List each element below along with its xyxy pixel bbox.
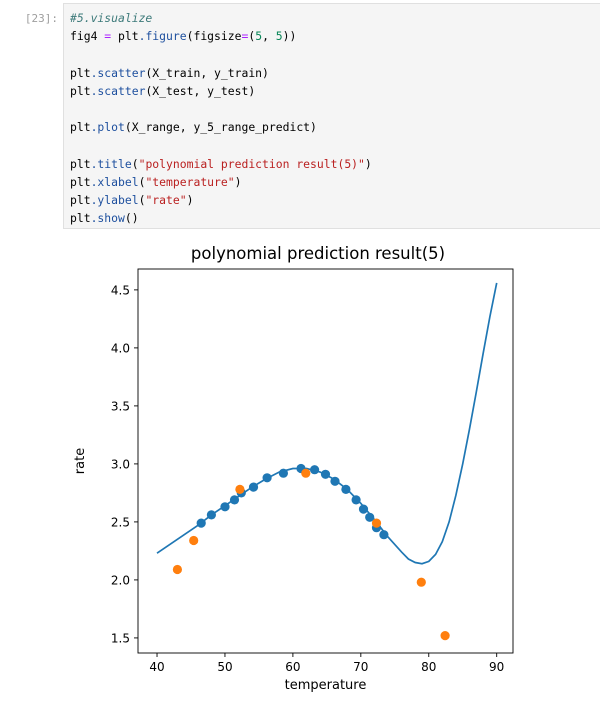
y-tick-label: 4.5 (111, 283, 130, 297)
code-token: ) (234, 174, 242, 189)
train-data-point (229, 495, 240, 505)
code-line: plt.plot(X_range, y_5_range_predict) (70, 118, 600, 136)
code-token: , (262, 29, 276, 44)
code-token: plt (70, 120, 91, 135)
code-token: (X_train, y_train) (145, 65, 269, 80)
code-token: ) (186, 192, 194, 207)
test-data-point (416, 577, 426, 587)
x-tick-label: 70 (353, 660, 368, 674)
train-data-point (262, 473, 272, 483)
train-data-point (341, 484, 351, 494)
cell-execution-prompt: [23]: (24, 12, 58, 25)
code-token: ) (364, 156, 372, 171)
code-cell-editor[interactable]: #5.visualize fig4 = plt.figure(figsize=(5… (63, 3, 600, 229)
code-line: fig4 = plt.figure(figsize=(5, 5)) (70, 27, 600, 45)
code-token: .ylabel (90, 192, 139, 207)
code-line: plt.title("polynomial prediction result(… (70, 155, 600, 173)
code-token: ( (248, 29, 256, 44)
code-line: plt.show() (70, 209, 600, 227)
code-token: () (124, 211, 139, 226)
code-token: .xlabel (90, 174, 139, 189)
test-data-point (301, 468, 311, 478)
test-data-point (371, 518, 382, 528)
code-line: plt.ylabel("rate") (70, 191, 600, 209)
train-data-point (351, 495, 361, 505)
code-token: fig4 (70, 29, 105, 44)
train-data-point (330, 476, 340, 486)
code-token: plt (70, 83, 91, 98)
test-data-point (189, 535, 199, 546)
code-line: plt.xlabel("temperature") (70, 173, 600, 191)
y-tick-label: 2.5 (111, 515, 130, 529)
y-tick-label: 3.5 (111, 399, 130, 413)
code-token: "rate" (145, 192, 187, 207)
test-data-point (440, 631, 450, 641)
code-token: = (241, 29, 249, 44)
code-token: #5.visualize (70, 11, 153, 25)
code-token: plt (70, 156, 91, 171)
x-tick-label: 50 (217, 660, 232, 674)
code-token: .scatter (90, 65, 146, 80)
x-axis: 40 50 60 70 80 90 (149, 653, 504, 674)
code-token: ( (138, 192, 146, 207)
train-data-point (320, 469, 331, 479)
code-token: (X_range, y_5_range_predict) (124, 120, 317, 135)
train-data-point (365, 512, 375, 522)
code-token: .plot (90, 120, 125, 135)
code-token: plt (70, 65, 91, 80)
train-data-point (278, 468, 288, 478)
train-data-point (196, 518, 206, 528)
train-data-point (379, 530, 389, 540)
scatter-chart: polynomial prediction result(5) 40 50 60 70… (73, 244, 514, 693)
code-token: (figsize (186, 29, 242, 44)
code-line: plt.scatter(X_train, y_train) (70, 64, 600, 82)
code-line: plt.scatter(X_test, y_test) (70, 82, 600, 100)
y-tick-label: 3.0 (111, 457, 130, 471)
train-data-point (220, 502, 230, 512)
x-tick-label: 90 (489, 660, 504, 674)
train-data-point (310, 465, 320, 475)
code-token: ( (138, 174, 146, 189)
x-tick-label: 40 (149, 660, 164, 674)
code-token: plt (70, 174, 91, 189)
y-axis-label: rate (73, 448, 88, 474)
train-data-point (248, 482, 259, 492)
code-line: #5.visualize (70, 9, 600, 27)
code-token: 5 (255, 29, 263, 44)
code-token: 5 (275, 29, 283, 44)
code-token: (X_test, y_test) (145, 83, 256, 98)
x-tick-label: 80 (421, 660, 436, 674)
x-tick-label: 60 (285, 660, 300, 674)
code-token: )) (282, 29, 297, 44)
code-token: .figure (138, 29, 187, 44)
code-token: plt (70, 192, 91, 207)
code-token: plt (111, 29, 139, 44)
code-line (70, 100, 600, 118)
plot-area-frame (137, 268, 514, 654)
train-data-point (206, 510, 216, 520)
y-tick-label: 4.0 (111, 341, 130, 355)
y-tick-label: 1.5 (111, 631, 130, 645)
train-data-point (358, 504, 369, 514)
code-line (70, 45, 600, 63)
code-line (70, 136, 600, 154)
code-token: plt (70, 211, 91, 226)
y-axis: 1.5 2.0 2.5 3.0 3.5 4.0 4.5 (111, 283, 138, 645)
code-token: ( (131, 156, 139, 171)
code-token: "temperature" (145, 174, 235, 189)
plot-output: polynomial prediction result(5) 40 50 60 70… (63, 236, 533, 706)
code-token: = (104, 29, 112, 44)
y-tick-label: 2.0 (111, 573, 130, 587)
prediction-curve-line (156, 282, 498, 565)
x-axis-label: temperature (285, 678, 367, 693)
code-token: .scatter (90, 83, 146, 98)
code-token: .show (90, 211, 125, 226)
test-data-point (172, 564, 182, 575)
test-data-point (235, 484, 245, 494)
code-token: .title (90, 156, 132, 171)
chart-title: polynomial prediction result(5) (191, 244, 445, 263)
code-token: "polynomial prediction result(5)" (138, 156, 365, 171)
